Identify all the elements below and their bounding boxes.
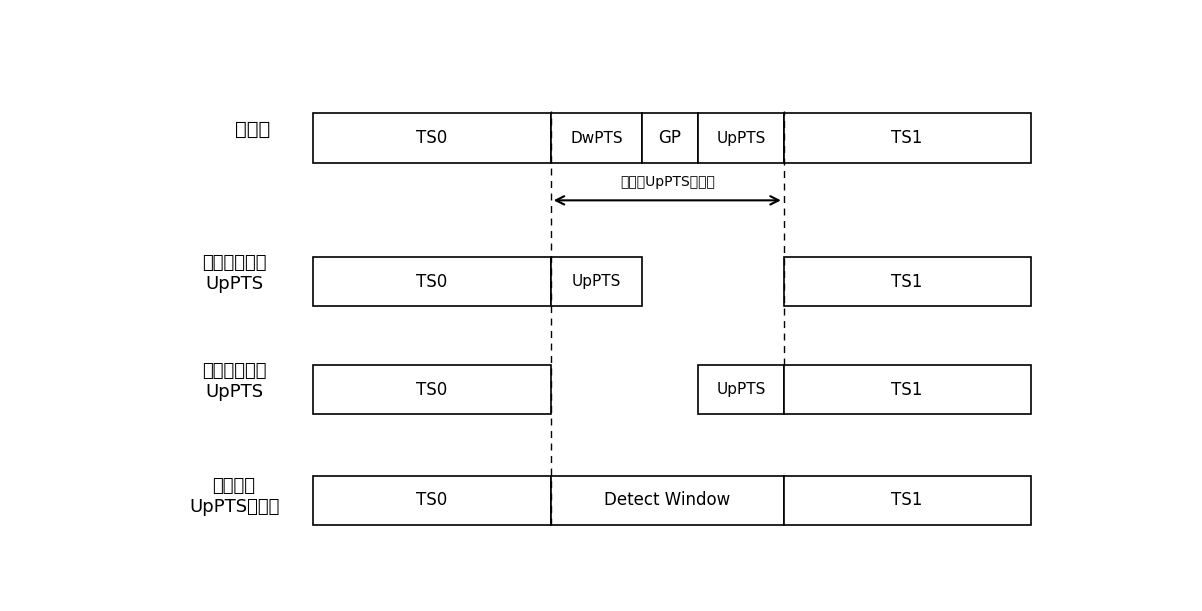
Bar	[784, 113, 1030, 163]
Bar	[642, 113, 698, 163]
Bar	[784, 257, 1030, 306]
Text: TS1: TS1	[892, 491, 923, 510]
Bar	[698, 113, 784, 163]
Text: 终端最早发送
UpPTS: 终端最早发送 UpPTS	[202, 254, 267, 293]
Text: UpPTS: UpPTS	[716, 382, 766, 397]
Bar	[784, 475, 1030, 525]
Text: 基站检测
UpPTS的时间: 基站检测 UpPTS的时间	[189, 477, 279, 516]
Bar	[314, 475, 551, 525]
Text: TS0: TS0	[416, 491, 447, 510]
Bar	[314, 113, 551, 163]
Bar	[551, 475, 784, 525]
Bar	[698, 365, 784, 414]
Text: 终端最晚发送
UpPTS: 终端最晚发送 UpPTS	[202, 362, 267, 401]
Text: Detect Window: Detect Window	[605, 491, 731, 510]
Bar	[551, 113, 642, 163]
Text: TS0: TS0	[416, 381, 447, 399]
Text: TS0: TS0	[416, 129, 447, 147]
Bar	[784, 365, 1030, 414]
Bar	[551, 257, 642, 306]
Text: TS1: TS1	[892, 129, 923, 147]
Text: GP: GP	[659, 129, 682, 147]
Text: TS0: TS0	[416, 273, 447, 290]
Text: UpPTS: UpPTS	[572, 274, 621, 289]
Text: 允许的UpPTS起始点: 允许的UpPTS起始点	[620, 175, 715, 189]
Text: TS1: TS1	[892, 381, 923, 399]
Text: DwPTS: DwPTS	[570, 131, 623, 145]
Bar	[314, 257, 551, 306]
Bar	[314, 365, 551, 414]
Text: UpPTS: UpPTS	[716, 131, 766, 145]
Text: TS1: TS1	[892, 273, 923, 290]
Text: 帧结构: 帧结构	[236, 120, 270, 139]
